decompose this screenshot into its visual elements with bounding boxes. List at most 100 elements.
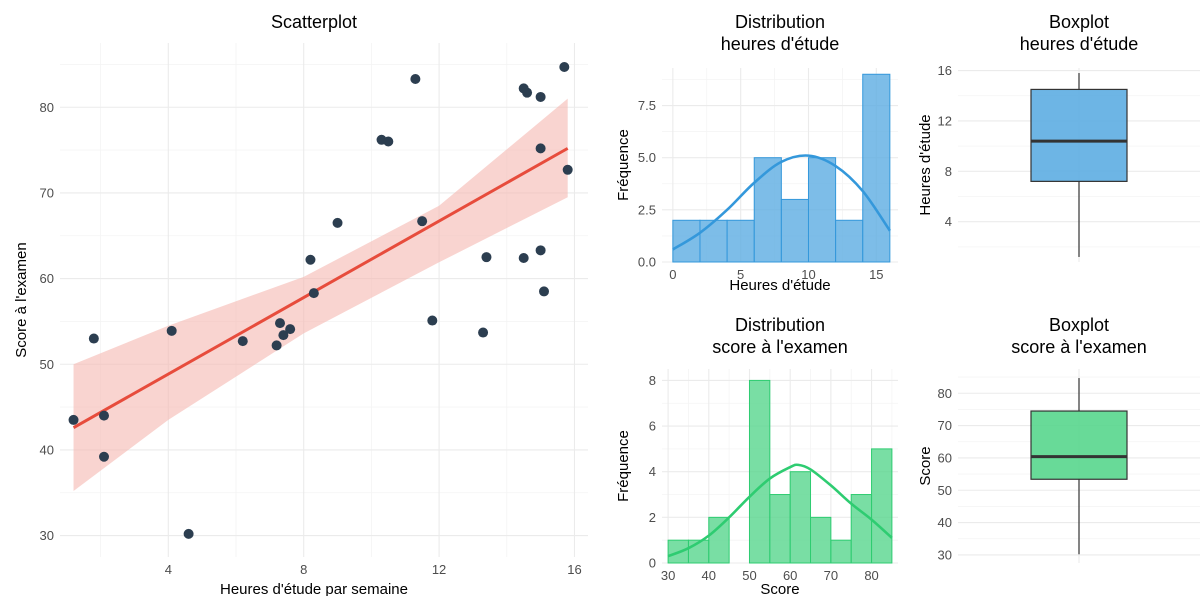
score-hist-histogram-bar xyxy=(871,448,893,564)
score-hist-density-curve xyxy=(667,463,893,558)
hours-box-y-axis-label: Heures d'étude xyxy=(917,114,934,215)
scatter-point xyxy=(427,315,438,326)
scatterplot-panel: 4 8 12 16 30 40 50 60 70 80 Scatterplot Heures d'ét… xyxy=(13,12,588,596)
hours-hist-x-tick-label: 0 xyxy=(669,267,676,282)
scatter-point xyxy=(68,414,79,425)
scatter-point xyxy=(539,286,549,297)
hours-hist-y-axis-label: Fréquence xyxy=(615,129,632,201)
score-box-title-line-1: Boxplot xyxy=(1049,315,1109,335)
hours-box-title-line-2: heures d'étude xyxy=(1020,34,1139,54)
scatter-point xyxy=(99,410,109,421)
score-box-y-tick-label: 30 xyxy=(938,547,952,562)
hours-hist-title-line-2: heures d'étude xyxy=(721,34,840,54)
scatter-point xyxy=(183,528,194,539)
confidence-band xyxy=(73,98,568,492)
scatter-y-tick-label: 70 xyxy=(40,185,54,200)
hours-hist-histogram-bar xyxy=(726,219,755,263)
scatter-point xyxy=(88,333,99,344)
score-box-box xyxy=(1030,410,1128,480)
scatter-y-tick-label: 80 xyxy=(40,100,54,115)
scatter-point xyxy=(275,318,285,329)
hours-hist-histogram-bar xyxy=(780,198,809,263)
regression-line xyxy=(72,147,569,429)
hours-hist-x-axis-label: Heures d'étude xyxy=(729,277,830,294)
scatter-point xyxy=(237,336,248,347)
scatter-point xyxy=(559,61,570,72)
score-hist-histogram-bar xyxy=(810,516,832,564)
hours-hist-y-tick-label: 5.0 xyxy=(638,150,656,165)
score-hist-x-tick-label: 80 xyxy=(864,568,878,583)
hours-hist-histogram-bar xyxy=(699,219,728,263)
score-box-y-tick-label: 40 xyxy=(938,515,952,530)
scatter-point xyxy=(535,91,546,102)
scatter-point xyxy=(518,253,529,264)
scatter-point xyxy=(535,245,546,256)
score-hist-histogram-bar xyxy=(708,516,730,564)
hours-hist-y-tick-label: 0.0 xyxy=(638,255,656,270)
scatter-point xyxy=(410,73,421,84)
scatter-point xyxy=(562,164,573,175)
scatter-y-tick-label: 60 xyxy=(40,271,54,286)
scatter-point xyxy=(166,325,177,336)
scatter-x-tick-label: 12 xyxy=(432,562,446,577)
scatter-x-tick-label: 8 xyxy=(300,562,307,577)
score-hist-x-tick-label: 70 xyxy=(824,568,838,583)
score-hist-histogram-bar xyxy=(789,471,812,564)
hours-hist-x-tick-label: 10 xyxy=(801,267,815,282)
score-box-y-axis-label: Score xyxy=(917,446,934,485)
score-hist-x-tick-label: 60 xyxy=(783,568,797,583)
scatter-x-tick-label: 16 xyxy=(567,562,581,577)
scatter-point xyxy=(535,143,546,154)
scatter-point xyxy=(332,217,343,228)
score-hist-x-tick-label: 30 xyxy=(661,568,675,583)
hours-hist-title-line-1: Distribution xyxy=(735,12,825,32)
hours-box-y-tick-label: 8 xyxy=(945,164,952,179)
scatter-point xyxy=(278,330,289,341)
scatter-point xyxy=(481,252,492,263)
scatter-point xyxy=(478,327,489,338)
score-hist-histogram-bar xyxy=(748,379,771,564)
score-hist-x-tick-label: 40 xyxy=(702,568,716,583)
scatter-y-axis-label: Score à l'examen xyxy=(13,242,30,357)
scatter-point xyxy=(99,451,109,462)
hours-hist-x-tick-label: 5 xyxy=(737,267,744,282)
hours-box-y-tick-label: 16 xyxy=(938,63,952,78)
score-box-title-line-2: score à l'examen xyxy=(1011,337,1147,357)
hours-box-title-line-1: Boxplot xyxy=(1049,12,1109,32)
scatter-point xyxy=(305,254,316,265)
scatter-point xyxy=(522,87,533,98)
scatter-point xyxy=(308,288,319,299)
score-hist-y-tick-label: 6 xyxy=(649,419,656,434)
scatter-point xyxy=(383,136,394,147)
score-hist-title-line-1: Distribution xyxy=(735,315,825,335)
hours-hist-histogram-bar xyxy=(807,157,837,263)
scatter-title-line-1: Scatterplot xyxy=(271,12,357,32)
score-hist-title-line-2: score à l'examen xyxy=(712,337,848,357)
score-hist-histogram-bar xyxy=(769,494,791,564)
hours-hist-histogram-bar xyxy=(753,157,782,263)
hours-hist-density-curve xyxy=(672,154,891,251)
score-hist-y-tick-label: 8 xyxy=(649,373,656,388)
score-box-y-tick-label: 80 xyxy=(938,386,952,401)
hours-hist-y-tick-label: 2.5 xyxy=(638,202,656,217)
hours-box-y-tick-label: 12 xyxy=(938,113,952,128)
score-hist-y-tick-label: 4 xyxy=(649,464,656,479)
scatter-point xyxy=(285,324,296,335)
score-box-y-tick-label: 70 xyxy=(938,418,952,433)
hours-hist-histogram-bar xyxy=(835,219,864,263)
scatter-y-tick-label: 50 xyxy=(40,357,54,372)
score-box-y-tick-label: 50 xyxy=(938,483,952,498)
score-hist-y-tick-label: 0 xyxy=(649,556,656,571)
score-hist-histogram-bar xyxy=(830,539,852,564)
score-hist-y-axis-label: Fréquence xyxy=(615,430,632,502)
hours-hist-x-tick-label: 15 xyxy=(869,267,883,282)
score-hist-x-tick-label: 50 xyxy=(742,568,756,583)
hours-box-box xyxy=(1030,88,1128,182)
scatter-y-tick-label: 30 xyxy=(40,528,54,543)
scatter-x-axis-label: Heures d'étude par semaine xyxy=(220,581,408,596)
